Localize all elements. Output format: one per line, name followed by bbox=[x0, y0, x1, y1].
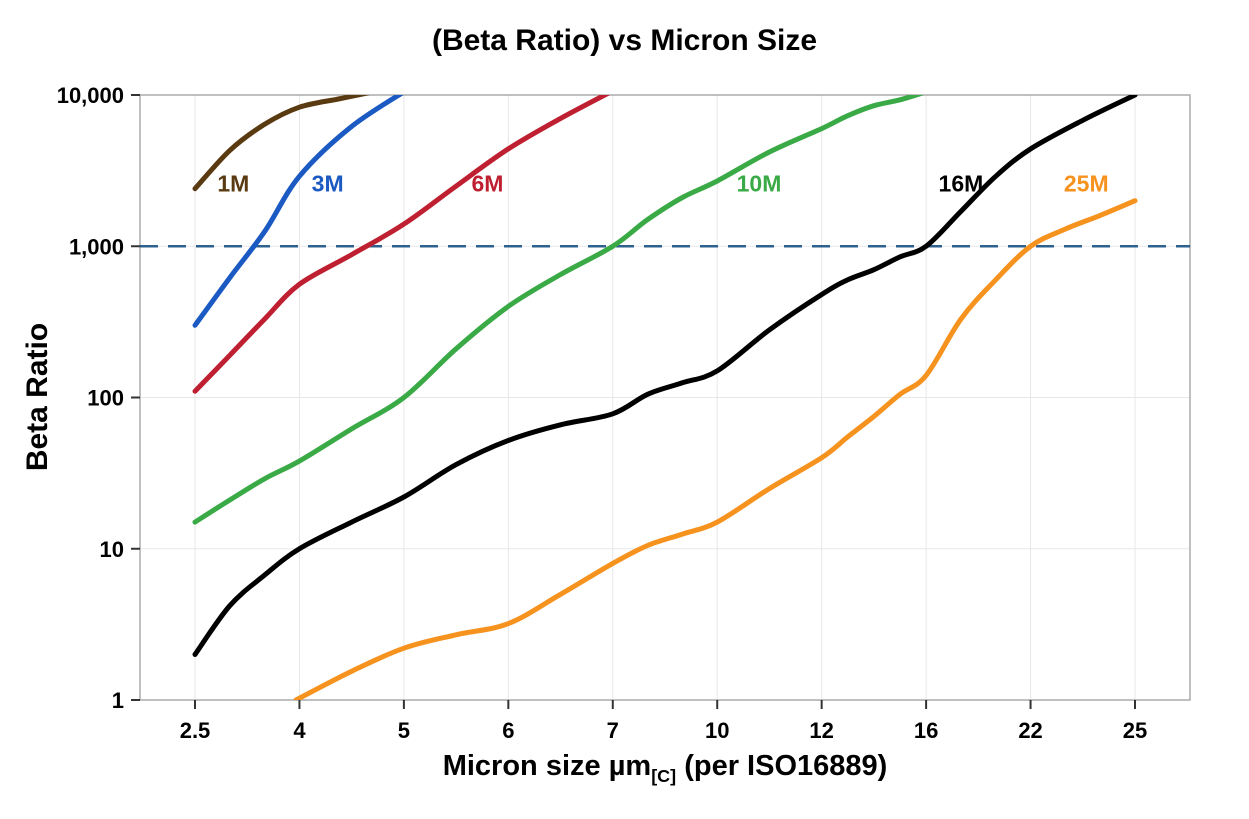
y-tick-label: 1 bbox=[112, 688, 124, 713]
series-label-10M: 10M bbox=[737, 171, 782, 197]
series-group bbox=[192, 95, 1138, 700]
y-tick-label: 10,000 bbox=[57, 83, 124, 108]
y-tick-label: 100 bbox=[87, 386, 124, 411]
x-tick-label: 7 bbox=[607, 718, 619, 743]
series-line-16M bbox=[192, 95, 1138, 657]
series-line-10M bbox=[192, 95, 925, 525]
x-tick-label: 10 bbox=[705, 718, 729, 743]
x-tick-label: 6 bbox=[502, 718, 514, 743]
series-label-25M: 25M bbox=[1064, 171, 1109, 197]
x-axis-title-subscript: [C] bbox=[651, 765, 677, 786]
x-tick-label: 25 bbox=[1123, 718, 1147, 743]
series-line-25M bbox=[293, 198, 1138, 700]
series-label-3M: 3M bbox=[312, 171, 344, 197]
x-axis-title-rest: (per ISO16889) bbox=[676, 750, 888, 782]
x-tick-label: 22 bbox=[1018, 718, 1042, 743]
x-axis-title-main: Micron size µm bbox=[442, 750, 652, 782]
x-tick-label: 4 bbox=[293, 718, 306, 743]
y-tick-label: 10 bbox=[100, 537, 124, 562]
y-tick-label: 1,000 bbox=[69, 234, 124, 259]
x-axis-title: Micron size µm[C] (per ISO16889) bbox=[140, 750, 1190, 787]
series-label-6M: 6M bbox=[471, 171, 503, 197]
series-line-6M bbox=[192, 95, 611, 394]
series-line-1M bbox=[192, 95, 370, 192]
x-tick-label: 12 bbox=[809, 718, 833, 743]
series-label-16M: 16M bbox=[939, 171, 984, 197]
series-label-1M: 1M bbox=[217, 171, 249, 197]
x-tick-label: 2.5 bbox=[180, 718, 211, 743]
x-tick-label: 5 bbox=[398, 718, 410, 743]
series-line-3M bbox=[192, 95, 404, 328]
x-tick-label: 16 bbox=[914, 718, 938, 743]
y-axis-title: Beta Ratio bbox=[21, 322, 54, 472]
chart-title: (Beta Ratio) vs Micron Size bbox=[431, 24, 818, 57]
